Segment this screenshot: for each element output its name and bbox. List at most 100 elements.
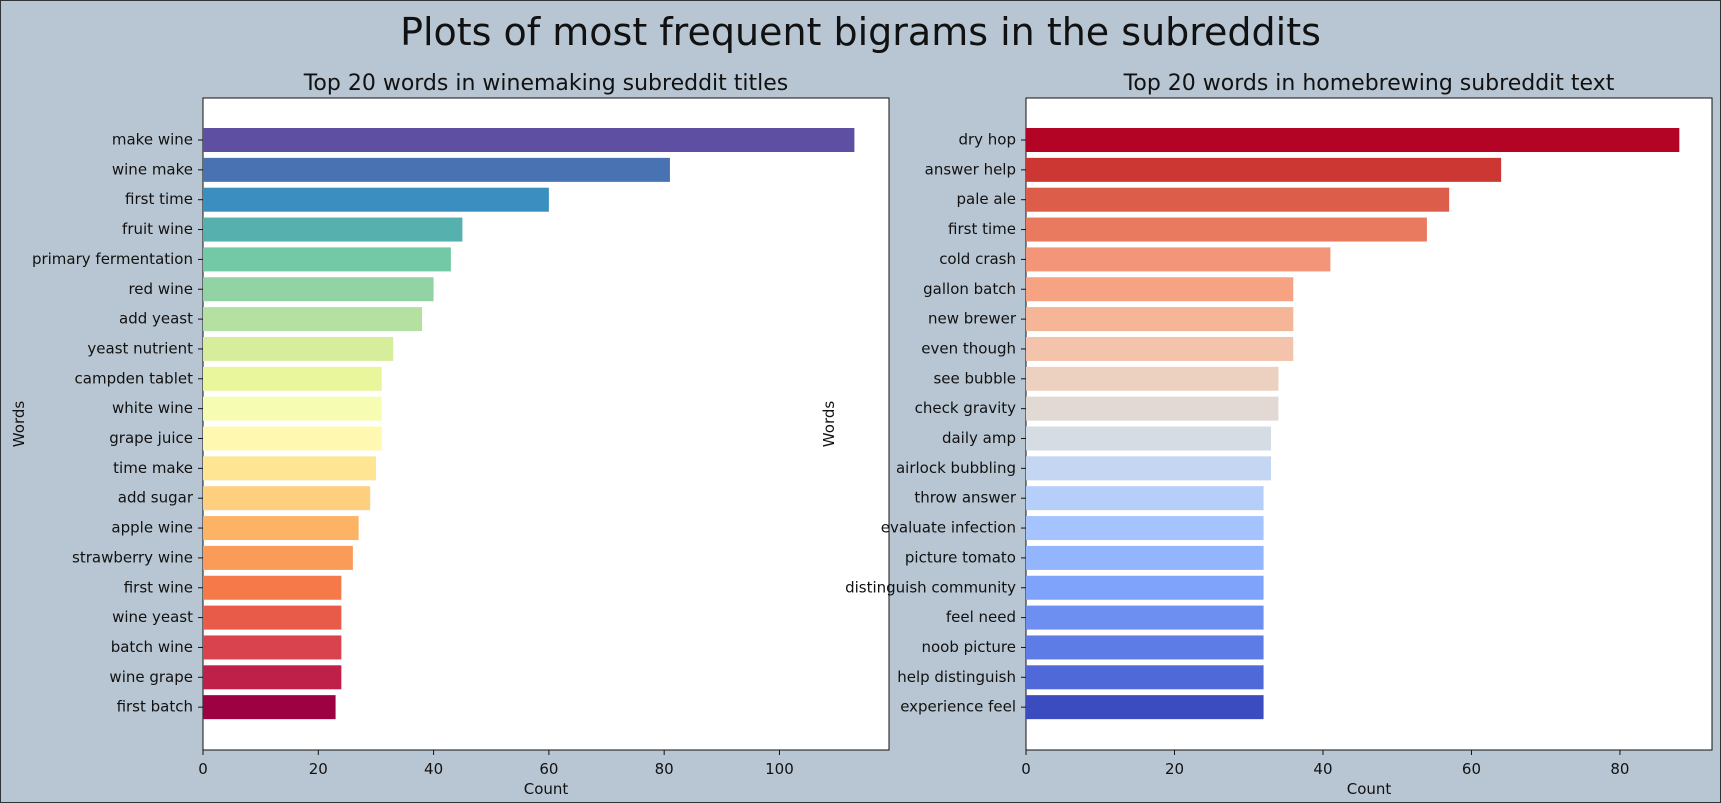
homebrewing-y-tick-label-airlock-bubbling: airlock bubbling (896, 459, 1016, 477)
homebrewing-bar-airlock-bubbling (1026, 456, 1271, 481)
winemaking-bar-fruit-wine (203, 217, 463, 242)
winemaking-chart: Top 20 words in winemaking subreddit tit… (10, 71, 890, 798)
winemaking-x-tick-label-20: 20 (309, 760, 328, 778)
homebrewing-y-tick-label-pale-ale: pale ale (957, 190, 1016, 208)
homebrewing-x-tick-label-80: 80 (1610, 760, 1629, 778)
winemaking-x-tick-label-40: 40 (424, 760, 443, 778)
winemaking-y-tick-label-white-wine: white wine (112, 399, 193, 417)
winemaking-bar-wine-yeast (203, 605, 342, 630)
winemaking-bar-first-time (203, 187, 549, 212)
homebrewing-bar-pale-ale (1026, 187, 1450, 212)
winemaking-y-tick-label-strawberry-wine: strawberry wine (72, 548, 193, 566)
homebrewing-bar-even-though (1026, 336, 1294, 361)
winemaking-chart-title: Top 20 words in winemaking subreddit tit… (303, 71, 789, 96)
homebrewing-y-tick-label-check-gravity: check gravity (915, 399, 1016, 417)
winemaking-bar-wine-make (203, 157, 670, 182)
winemaking-x-tick-label-80: 80 (655, 760, 674, 778)
homebrewing-y-tick-label-picture-tomato: picture tomato (905, 548, 1016, 566)
homebrewing-y-tick-label-daily-amp: daily amp (942, 429, 1016, 447)
winemaking-bar-make-wine (203, 128, 855, 152)
homebrewing-bar-throw-answer (1026, 486, 1264, 511)
homebrewing-bar-gallon-batch (1026, 277, 1294, 302)
winemaking-y-tick-label-batch-wine: batch wine (111, 638, 193, 656)
homebrewing-bar-experience-feel (1026, 695, 1264, 720)
homebrewing-bar-help-distinguish (1026, 665, 1264, 690)
homebrewing-bar-dry-hop (1026, 128, 1680, 152)
homebrewing-y-tick-label-see-bubble: see bubble (933, 369, 1016, 387)
winemaking-bar-wine-grape (203, 665, 342, 690)
winemaking-y-tick-label-wine-yeast: wine yeast (112, 608, 193, 626)
winemaking-y-tick-label-apple-wine: apple wine (111, 519, 193, 537)
winemaking-bar-first-wine (203, 575, 342, 600)
winemaking-y-tick-label-wine-make: wine make (112, 160, 193, 178)
winemaking-x-axis-label: Count (524, 780, 569, 798)
winemaking-y-tick-label-fruit-wine: fruit wine (122, 220, 193, 238)
homebrewing-y-tick-label-throw-answer: throw answer (914, 489, 1016, 507)
winemaking-bar-white-wine (203, 396, 382, 421)
homebrewing-y-tick-label-first-time: first time (948, 220, 1016, 238)
homebrewing-chart: Top 20 words in homebrewing subreddit te… (820, 71, 1713, 798)
homebrewing-y-tick-label-gallon-batch: gallon batch (923, 280, 1016, 298)
homebrewing-bar-picture-tomato (1026, 545, 1264, 570)
homebrewing-x-tick-label-20: 20 (1165, 760, 1184, 778)
homebrewing-y-tick-label-new-brewer: new brewer (928, 310, 1017, 328)
winemaking-y-tick-label-first-time: first time (125, 190, 193, 208)
winemaking-y-tick-label-add-yeast: add yeast (119, 310, 193, 328)
homebrewing-x-tick-label-60: 60 (1462, 760, 1481, 778)
homebrewing-y-tick-label-cold-crash: cold crash (939, 250, 1016, 268)
homebrewing-bar-cold-crash (1026, 247, 1331, 272)
winemaking-bar-primary-fermentation (203, 247, 451, 272)
homebrewing-y-tick-label-experience-feel: experience feel (900, 698, 1016, 716)
homebrewing-y-axis-label: Words (820, 401, 838, 448)
winemaking-bar-grape-juice (203, 426, 382, 451)
winemaking-y-tick-label-time-make: time make (113, 459, 193, 477)
homebrewing-bar-answer-help (1026, 157, 1502, 182)
figure-suptitle: Plots of most frequent bigrams in the su… (400, 10, 1321, 54)
homebrewing-x-tick-label-40: 40 (1313, 760, 1332, 778)
homebrewing-bar-first-time (1026, 217, 1427, 242)
homebrewing-y-tick-label-help-distinguish: help distinguish (897, 668, 1016, 686)
winemaking-bar-batch-wine (203, 635, 342, 660)
winemaking-y-tick-label-red-wine: red wine (128, 280, 193, 298)
winemaking-bar-red-wine (203, 277, 434, 302)
winemaking-y-tick-label-add-sugar: add sugar (118, 489, 194, 507)
homebrewing-bar-check-gravity (1026, 396, 1279, 421)
winemaking-bar-apple-wine (203, 516, 359, 541)
winemaking-y-tick-label-first-batch: first batch (117, 698, 193, 716)
homebrewing-y-tick-label-feel-need: feel need (946, 608, 1016, 626)
homebrewing-x-axis-label: Count (1347, 780, 1392, 798)
winemaking-x-tick-label-100: 100 (765, 760, 794, 778)
winemaking-bar-add-sugar (203, 486, 371, 511)
winemaking-x-tick-label-0: 0 (198, 760, 208, 778)
homebrewing-bar-new-brewer (1026, 307, 1294, 332)
winemaking-y-tick-label-wine-grape: wine grape (109, 668, 193, 686)
winemaking-y-tick-label-primary-fermentation: primary fermentation (32, 250, 193, 268)
homebrewing-y-tick-label-distinguish-community: distinguish community (845, 578, 1016, 596)
winemaking-y-tick-label-make-wine: make wine (112, 131, 193, 149)
homebrewing-y-tick-label-dry-hop: dry hop (958, 131, 1016, 149)
winemaking-y-tick-label-campden-tablet: campden tablet (75, 369, 194, 387)
homebrewing-bar-evaluate-infection (1026, 516, 1264, 541)
winemaking-bar-add-yeast (203, 307, 423, 332)
winemaking-y-tick-label-first-wine: first wine (124, 578, 193, 596)
homebrewing-y-tick-label-even-though: even though (921, 339, 1016, 357)
winemaking-y-tick-label-grape-juice: grape juice (109, 429, 193, 447)
homebrewing-x-tick-label-0: 0 (1021, 760, 1031, 778)
winemaking-y-axis-label: Words (10, 401, 28, 448)
homebrewing-y-tick-label-evaluate-infection: evaluate infection (881, 519, 1016, 537)
homebrewing-bar-see-bubble (1026, 366, 1279, 391)
winemaking-bar-first-batch (203, 695, 336, 720)
winemaking-bar-campden-tablet (203, 366, 382, 391)
winemaking-bar-time-make (203, 456, 376, 481)
homebrewing-bar-distinguish-community (1026, 575, 1264, 600)
homebrewing-bar-feel-need (1026, 605, 1264, 630)
homebrewing-bar-daily-amp (1026, 426, 1271, 451)
homebrewing-chart-title: Top 20 words in homebrewing subreddit te… (1123, 71, 1615, 96)
winemaking-bar-strawberry-wine (203, 545, 353, 570)
winemaking-x-tick-label-60: 60 (539, 760, 558, 778)
winemaking-y-tick-label-yeast-nutrient: yeast nutrient (87, 339, 193, 357)
homebrewing-y-tick-label-noob-picture: noob picture (921, 638, 1016, 656)
winemaking-bar-yeast-nutrient (203, 336, 394, 361)
homebrewing-bar-noob-picture (1026, 635, 1264, 660)
